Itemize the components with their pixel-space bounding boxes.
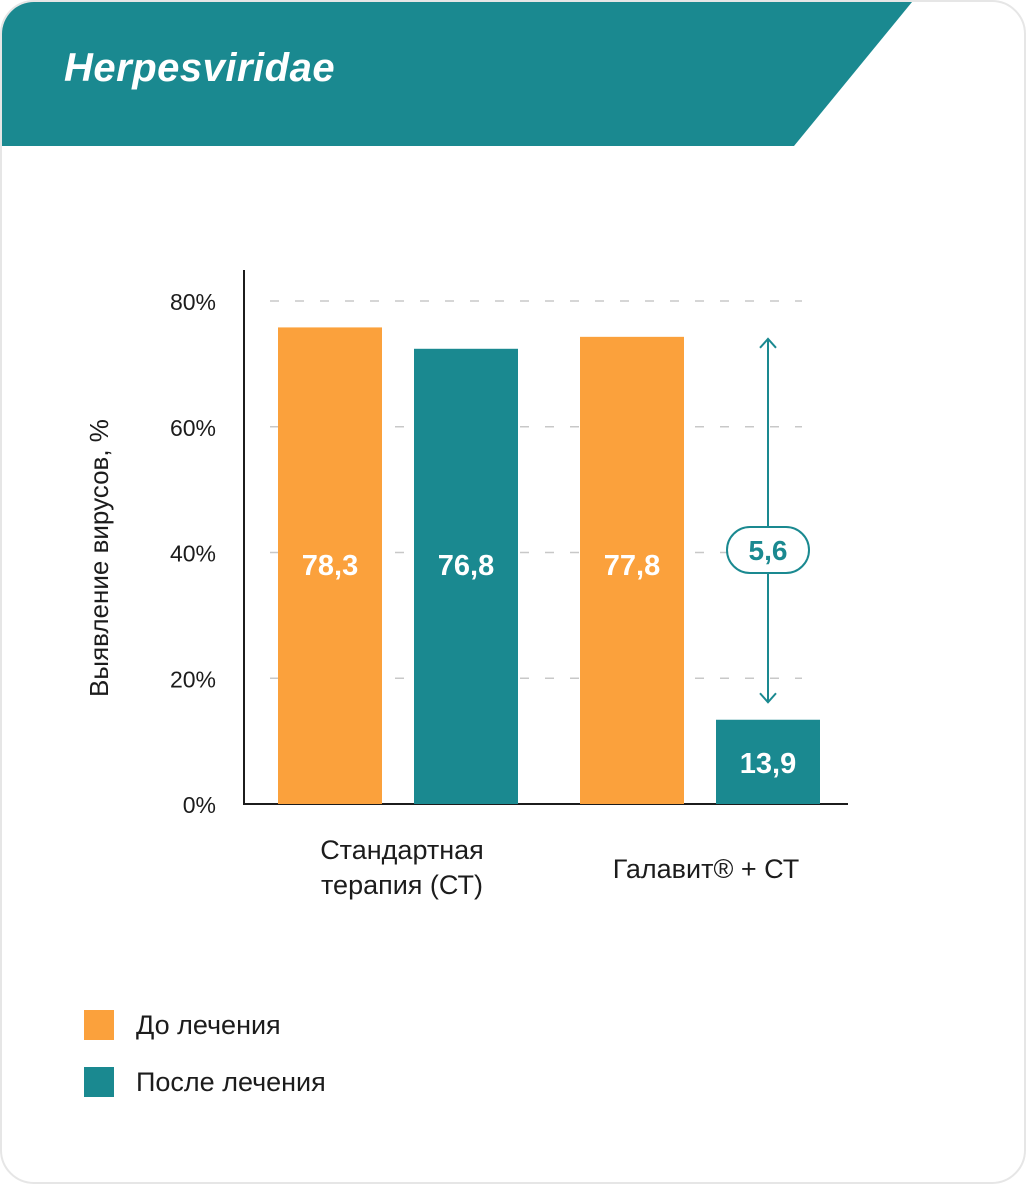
category-label: Стандартная <box>320 835 484 865</box>
legend-swatch-before <box>84 1010 114 1040</box>
y-axis-title: Выявление вирусов, % <box>84 419 114 697</box>
header-banner <box>2 2 912 146</box>
bar-value-label: 13,9 <box>740 748 796 780</box>
bar-after <box>716 719 820 804</box>
y-tick-label: 80% <box>170 289 216 315</box>
bar-before <box>278 327 382 804</box>
y-tick-label: 20% <box>170 666 216 692</box>
bar-after <box>414 348 518 804</box>
legend-label-after: После лечения <box>136 1066 326 1097</box>
legend-item-before: До лечения <box>84 1009 281 1041</box>
legend-label-before: До лечения <box>136 1009 281 1040</box>
y-tick-label: 0% <box>183 792 216 818</box>
page-title: Herpesviridae <box>64 46 336 90</box>
annotation-arrow-head-bottom <box>759 692 777 704</box>
bar-value-label: 78,3 <box>302 550 358 582</box>
legend-swatch-after <box>84 1067 114 1097</box>
category-label: терапия (СТ) <box>321 870 483 900</box>
annotation-badge <box>726 526 810 574</box>
bar-value-label: 77,8 <box>604 550 660 582</box>
y-tick-label: 40% <box>170 541 216 567</box>
bar-before <box>580 336 684 804</box>
category-label: Галавит® + СТ <box>613 854 799 884</box>
annotation-arrow-head-top <box>759 337 777 349</box>
annotation-label: 5,6 <box>749 535 788 566</box>
bar-value-label: 76,8 <box>438 550 494 582</box>
legend-item-after: После лечения <box>84 1066 326 1098</box>
y-tick-label: 60% <box>170 415 216 441</box>
